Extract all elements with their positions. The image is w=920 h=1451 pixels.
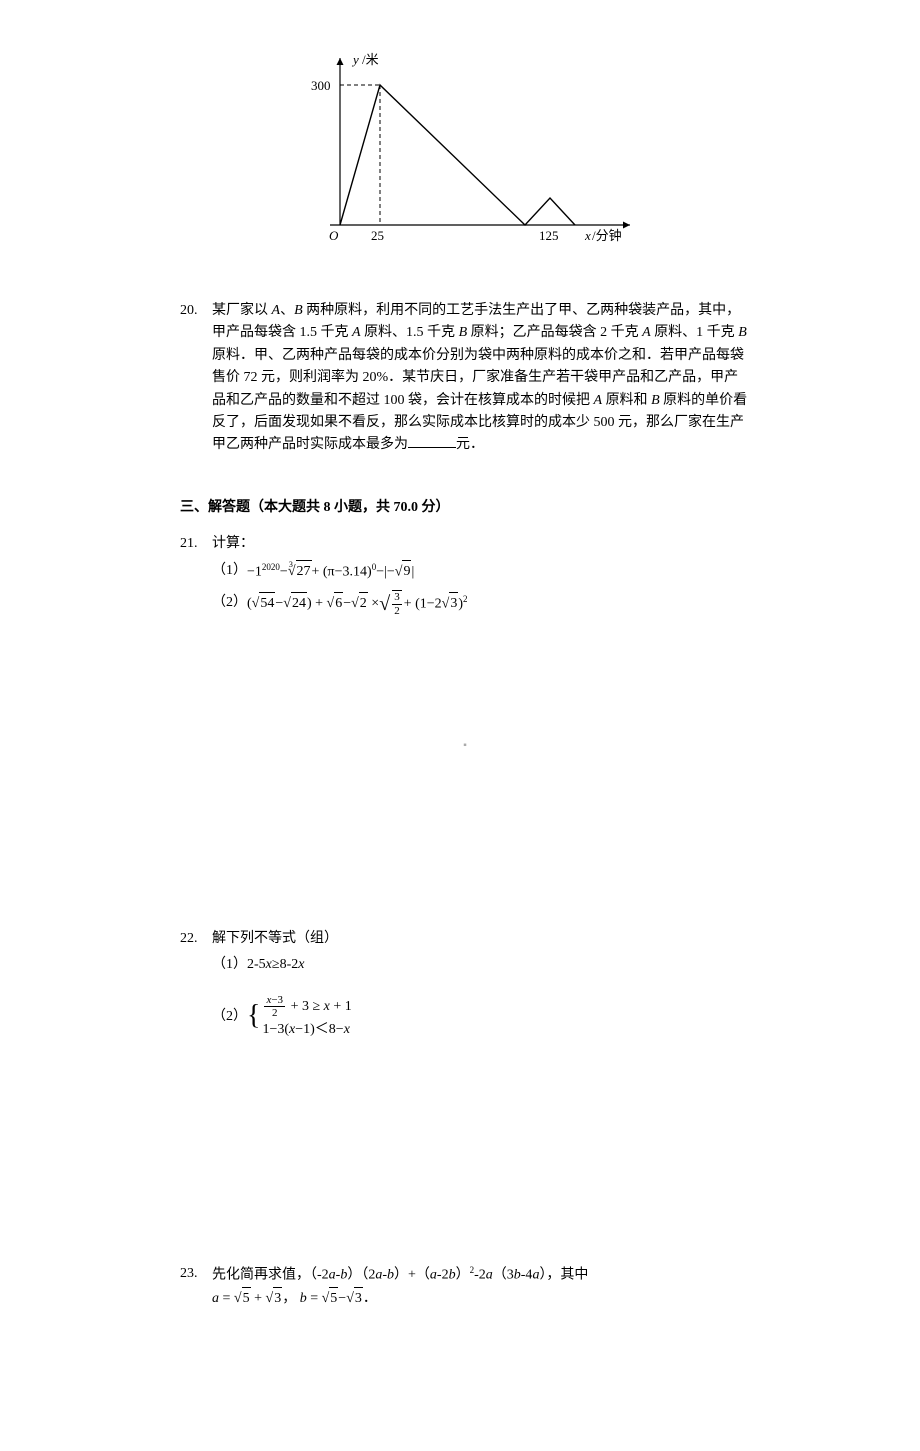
- problem-21: 21. 计算： （1） −12020− 3 √27 + (π−3.14)0−|−…: [180, 533, 750, 623]
- var-a: A: [272, 303, 281, 318]
- problem-number: 23.: [180, 1263, 212, 1285]
- var-a: A: [352, 325, 361, 340]
- var-a: A: [642, 325, 651, 340]
- line-chart: y /米 300 O 25 125 x /分钟: [285, 50, 645, 250]
- section-header: 三、解答题（本大题共 8 小题，共 70.0 分）: [180, 497, 750, 519]
- problem-22: 22. 解下列不等式（组） （1） 2-5x≥8-2x （2） { x−32 +…: [180, 928, 750, 1044]
- text: 元．: [456, 437, 484, 452]
- part-label: （1）: [212, 954, 247, 976]
- problem-title: 解下列不等式（组）: [212, 928, 750, 950]
- chart-container: y /米 300 O 25 125 x /分钟: [180, 50, 750, 250]
- text: （3: [493, 1268, 514, 1283]
- formula-21-1: （1） −12020− 3 √27 + (π−3.14)0−|−√9|: [212, 560, 750, 584]
- var-b: B: [459, 325, 468, 340]
- text: -4: [521, 1268, 533, 1283]
- text: ），其中: [539, 1268, 588, 1283]
- text: ）+（: [394, 1268, 430, 1283]
- svg-text:25: 25: [371, 228, 384, 243]
- problem-body: 某厂家以 A、B 两种原料，利用不同的工艺手法生产出了甲、乙两种袋装产品，其中，…: [212, 300, 750, 457]
- problem-20: 20. 某厂家以 A、B 两种原料，利用不同的工艺手法生产出了甲、乙两种袋装产品…: [180, 300, 750, 457]
- text: 原料、1 千克: [651, 325, 739, 340]
- problem-title: 计算：: [212, 533, 750, 555]
- text: ）: [456, 1268, 470, 1283]
- section-3: 三、解答题（本大题共 8 小题，共 70.0 分）: [180, 497, 750, 527]
- page-marker: ▪: [180, 738, 750, 754]
- problem-body: 先化简再求值，（-2a-b）（2a-b）+（a-2b）2-2a（3b-4a），其…: [212, 1263, 750, 1310]
- svg-text:x: x: [584, 228, 591, 243]
- svg-text:125: 125: [539, 228, 559, 243]
- problem-23: 23. 先化简再求值，（-2a-b）（2a-b）+（a-2b）2-2a（3b-4…: [180, 1263, 750, 1310]
- text: -2: [437, 1268, 449, 1283]
- svg-text:/分钟: /分钟: [592, 228, 622, 243]
- answer-blank: [408, 434, 456, 448]
- problem-number: 22.: [180, 928, 212, 950]
- formula-22-1: （1） 2-5x≥8-2x: [212, 954, 750, 976]
- var-b: B: [294, 303, 303, 318]
- part-label: （1）: [212, 560, 247, 582]
- text: 、: [280, 303, 294, 318]
- formula-23-2: a = √5 + √3， b = √5−√3．: [212, 1287, 750, 1310]
- svg-text:O: O: [329, 228, 339, 243]
- text: 原料和: [602, 393, 651, 408]
- text: ）（2: [347, 1268, 375, 1283]
- problem-number: 21.: [180, 533, 212, 555]
- formula-21-2: （2） (√54−√24) + √6−√2 × √32 + (1−2√3)2: [212, 588, 750, 620]
- part-label: （2）: [212, 1006, 247, 1028]
- text: 原料；乙产品每袋含 2 千克: [467, 325, 642, 340]
- formula-22-2: （2） { x−32 + 3 ≥ x + 1 1−3(x−1)＜8−x: [212, 994, 750, 1039]
- text: 原料、1.5 千克: [361, 325, 459, 340]
- var-b: B: [738, 325, 747, 340]
- text: -2: [474, 1268, 486, 1283]
- svg-text:300: 300: [311, 78, 331, 93]
- problem-body: 解下列不等式（组） （1） 2-5x≥8-2x （2） { x−32 + 3 ≥…: [212, 928, 750, 1044]
- problem-number: 20.: [180, 300, 212, 322]
- var-a: A: [594, 393, 603, 408]
- text: 先化简再求值，（-2: [212, 1268, 329, 1283]
- svg-text:y: y: [351, 52, 359, 67]
- var-b: B: [651, 393, 660, 408]
- problem-body: 计算： （1） −12020− 3 √27 + (π−3.14)0−|−√9| …: [212, 533, 750, 623]
- text: 某厂家以: [212, 303, 272, 318]
- formula-23-1: 先化简再求值，（-2a-b）（2a-b）+（a-2b）2-2a（3b-4a），其…: [212, 1263, 750, 1287]
- svg-text:/米: /米: [362, 52, 379, 67]
- part-label: （2）: [212, 592, 247, 614]
